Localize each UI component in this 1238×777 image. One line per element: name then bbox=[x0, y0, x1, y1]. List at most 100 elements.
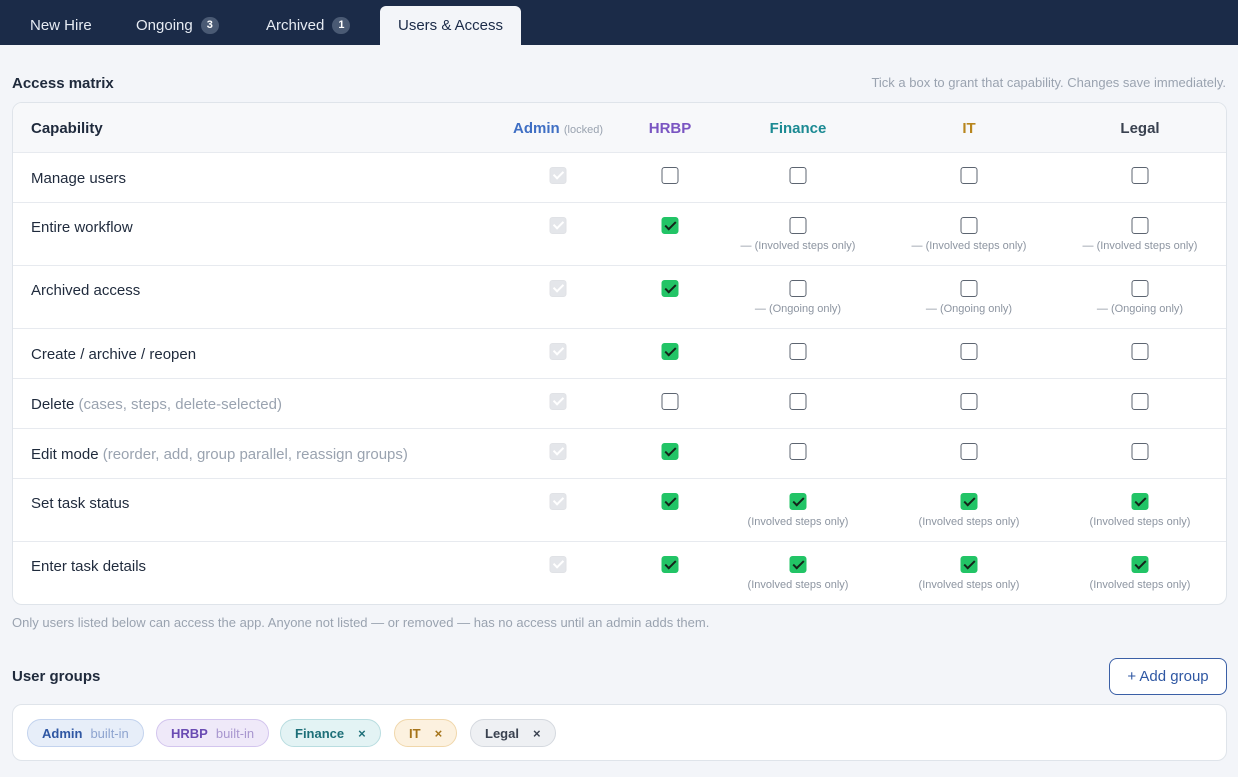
matrix-row: Archived access — (Ongoing only) — (Ongoin… bbox=[13, 266, 1226, 329]
scope-note: — (Involved steps only) bbox=[911, 240, 1027, 252]
tab-users-access[interactable]: Users & Access bbox=[380, 6, 522, 45]
admin-locked-checkbox bbox=[549, 393, 567, 410]
legal-checkbox[interactable] bbox=[1131, 393, 1149, 410]
it-column-header: IT bbox=[962, 120, 976, 137]
admin-label: Admin bbox=[513, 120, 560, 137]
it-checkbox[interactable] bbox=[960, 493, 978, 510]
remove-legal-icon[interactable]: × bbox=[532, 725, 541, 741]
hrbp-checkbox[interactable] bbox=[661, 280, 679, 297]
admin-locked-checkbox bbox=[549, 556, 567, 573]
legal-checkbox[interactable] bbox=[1131, 556, 1149, 573]
capability-label: Enter task details bbox=[31, 558, 146, 575]
finance-checkbox[interactable] bbox=[789, 343, 807, 360]
capability-name: Set task status bbox=[31, 495, 130, 512]
finance-column-header: Finance bbox=[769, 120, 827, 137]
admin-locked-checkbox bbox=[549, 217, 567, 234]
hrbp-checkbox[interactable] bbox=[661, 343, 679, 360]
group-chip-finance: Finance × bbox=[280, 719, 381, 747]
access-matrix: Capability Admin (locked) HRBP Finance I… bbox=[12, 102, 1227, 605]
capability-name: Archived access bbox=[31, 282, 141, 299]
capability-name: Enter task details bbox=[31, 558, 147, 575]
chip-label: IT bbox=[409, 725, 421, 741]
top-nav: New Hire Ongoing 3 Archived 1 Users & Ac… bbox=[0, 0, 1238, 45]
count-badge: 3 bbox=[200, 17, 219, 34]
tab-label: New Hire bbox=[30, 17, 92, 34]
legal-checkbox[interactable] bbox=[1131, 443, 1149, 460]
built-in-tag: built-in bbox=[215, 725, 255, 741]
count-badge: 1 bbox=[332, 17, 351, 34]
finance-checkbox[interactable] bbox=[789, 167, 807, 184]
locked-label: (locked) bbox=[563, 124, 603, 136]
finance-checkbox[interactable] bbox=[789, 556, 807, 573]
finance-checkbox[interactable] bbox=[789, 443, 807, 460]
admin-locked-checkbox bbox=[549, 167, 567, 184]
access-matrix-hint: Tick a box to grant that capability. Cha… bbox=[871, 75, 1226, 90]
access-footnote: Only users listed below can access the a… bbox=[12, 615, 710, 630]
hrbp-checkbox[interactable] bbox=[661, 393, 679, 410]
group-chip-it: IT × bbox=[394, 719, 458, 747]
legal-checkbox[interactable] bbox=[1131, 343, 1149, 360]
capability-detail: (cases, steps, delete-selected) bbox=[78, 396, 282, 413]
tab-new-hire[interactable]: New Hire bbox=[30, 6, 92, 45]
finance-checkbox[interactable] bbox=[789, 493, 807, 510]
hrbp-checkbox[interactable] bbox=[661, 167, 679, 184]
scope-note: — (Ongoing only) bbox=[754, 303, 842, 315]
scope-note: (Involved steps only) bbox=[1089, 579, 1191, 591]
hrbp-checkbox[interactable] bbox=[661, 556, 679, 573]
legal-column-header: Legal bbox=[1120, 120, 1160, 137]
admin-locked-checkbox bbox=[549, 280, 567, 297]
add-group-button[interactable]: + Add group bbox=[1109, 658, 1227, 695]
matrix-row: Delete (cases, steps, delete-selected) bbox=[13, 379, 1226, 429]
finance-checkbox[interactable] bbox=[789, 217, 807, 234]
tab-ongoing[interactable]: Ongoing 3 bbox=[136, 6, 219, 45]
legal-checkbox[interactable] bbox=[1131, 167, 1149, 184]
group-chip-hrbp: HRBP built-in bbox=[156, 719, 270, 747]
finance-checkbox[interactable] bbox=[789, 280, 807, 297]
matrix-row: Edit mode (reorder, add, group parallel,… bbox=[13, 429, 1226, 479]
legal-checkbox[interactable] bbox=[1131, 493, 1149, 510]
scope-note: (Involved steps only) bbox=[747, 516, 849, 528]
tab-label: Ongoing bbox=[136, 17, 193, 34]
chip-label: Finance bbox=[295, 725, 345, 741]
group-chip-legal: Legal × bbox=[470, 719, 556, 747]
it-checkbox[interactable] bbox=[960, 556, 978, 573]
it-checkbox[interactable] bbox=[960, 343, 978, 360]
capability-label: Archived access bbox=[31, 282, 140, 299]
admin-locked-checkbox bbox=[549, 443, 567, 460]
capability-label: Create / archive / reopen bbox=[31, 346, 196, 363]
it-checkbox[interactable] bbox=[960, 217, 978, 234]
scope-note: — (Involved steps only) bbox=[740, 240, 856, 252]
remove-finance-icon[interactable]: × bbox=[358, 725, 366, 741]
capability-label: Manage users bbox=[31, 170, 126, 187]
chip-label: HRBP bbox=[171, 725, 208, 741]
matrix-header-row: Capability Admin (locked) HRBP Finance I… bbox=[13, 103, 1226, 153]
finance-checkbox[interactable] bbox=[789, 393, 807, 410]
scope-note: — (Ongoing only) bbox=[925, 303, 1013, 315]
built-in-tag: built-in bbox=[90, 725, 129, 741]
capability-label: Edit mode (reorder, add, group parallel,… bbox=[31, 446, 408, 463]
it-checkbox[interactable] bbox=[960, 393, 978, 410]
capability-label: Delete (cases, steps, delete-selected) bbox=[31, 396, 282, 413]
it-checkbox[interactable] bbox=[960, 443, 978, 460]
it-checkbox[interactable] bbox=[960, 280, 978, 297]
admin-locked-checkbox bbox=[549, 343, 567, 360]
matrix-row: Set task status (Involved steps only) (Inv… bbox=[13, 479, 1226, 542]
capability-name: Create / archive / reopen bbox=[31, 346, 197, 363]
hrbp-checkbox[interactable] bbox=[661, 443, 679, 460]
capability-detail: (reorder, add, group parallel, reassign … bbox=[102, 446, 408, 463]
scope-note: — (Involved steps only) bbox=[1082, 240, 1198, 252]
legal-checkbox[interactable] bbox=[1131, 217, 1149, 234]
hrbp-checkbox[interactable] bbox=[661, 493, 679, 510]
access-matrix-title: Access matrix bbox=[12, 75, 114, 92]
tab-archived[interactable]: Archived 1 bbox=[266, 6, 351, 45]
capability-name: Entire workflow bbox=[31, 219, 133, 236]
capability-name: Edit mode bbox=[31, 446, 99, 463]
it-checkbox[interactable] bbox=[960, 167, 978, 184]
matrix-row: Create / archive / reopen bbox=[13, 329, 1226, 379]
hrbp-checkbox[interactable] bbox=[661, 217, 679, 234]
legal-checkbox[interactable] bbox=[1131, 280, 1149, 297]
remove-it-icon[interactable]: × bbox=[434, 725, 443, 741]
scope-note: (Involved steps only) bbox=[918, 579, 1020, 591]
user-groups-title: User groups bbox=[12, 668, 101, 685]
admin-column-header: Admin (locked) bbox=[513, 120, 603, 137]
